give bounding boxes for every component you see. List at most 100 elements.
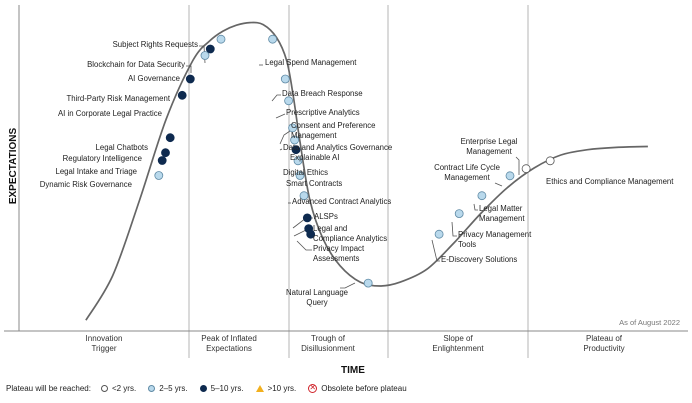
- label-line-consent-and-preference-management-0: Consent and Preference: [291, 121, 376, 130]
- label-blockchain-for-data-security: Blockchain for Data Security: [87, 60, 185, 69]
- label-privacy-impact-assessments: Privacy Impact Assessments: [313, 244, 365, 263]
- legend-item-lt2: <2 yrs.: [100, 383, 137, 393]
- label-line-natural-language-query-0: Natural Language: [286, 288, 348, 297]
- label-line-prescriptive-analytics-0: Prescriptive Analytics: [286, 108, 360, 117]
- label-line-enterprise-legal-management-0: Enterprise Legal: [461, 137, 518, 146]
- label-line-contract-life-cycle-management-1: Management: [444, 173, 490, 182]
- label-line-ai-governance-0: AI Governance: [128, 74, 180, 83]
- label-consent-and-preference-management: Consent and Preference Management: [291, 121, 376, 140]
- label-privacy-management-tools: Privacy Management Tools: [458, 230, 532, 249]
- label-explainable-ai: Explainable AI: [290, 153, 339, 162]
- label-data-and-analytics-governance: Data and Analytics Governance: [283, 143, 392, 152]
- point-regulatory-intelligence: [161, 148, 170, 158]
- label-line-privacy-impact-assessments-1: Assessments: [313, 254, 359, 263]
- label-line-legal-chatbots-0: Legal Chatbots: [96, 143, 149, 152]
- leader-data-breach-response: [271, 94, 281, 102]
- label-dynamic-risk-governance: Dynamic Risk Governance: [40, 180, 132, 189]
- point-natural-language-query: [363, 278, 373, 288]
- label-ai-in-corporate-legal-practice: AI in Corporate Legal Practice: [58, 109, 162, 118]
- label-natural-language-query: Natural Language Query: [286, 288, 348, 307]
- legend: Plateau will be reached: <2 yrs. 2–5 yrs…: [6, 380, 419, 396]
- data-points: [154, 34, 555, 288]
- label-smart-contracts: Smart Contracts: [286, 179, 342, 188]
- label-digital-ethics: Digital Ethics: [283, 168, 328, 177]
- point-privacy-management-tools: [454, 209, 464, 219]
- legend-yellow-triangle-icon: [255, 384, 264, 392]
- label-line-privacy-management-tools-0: Privacy Management: [458, 230, 532, 239]
- legend-item-5-10: 5–10 yrs.: [199, 383, 244, 393]
- point-ethics-and-compliance-management: [545, 156, 555, 166]
- label-line-privacy-management-tools-1: Tools: [458, 240, 476, 249]
- legend-item-2-5: 2–5 yrs.: [148, 384, 188, 393]
- point-e-discovery-solutions: [434, 229, 444, 239]
- leader-blockchain-for-data-security: [186, 65, 192, 73]
- phase-dividers: [188, 5, 529, 358]
- leader-data-and-analytics-governance: [279, 148, 283, 151]
- label-line-natural-language-query-1: Query: [306, 298, 327, 307]
- legend-label-5-10: 5–10 yrs.: [210, 383, 244, 393]
- label-alsps: ALSPs: [314, 212, 338, 221]
- label-line-dynamic-risk-governance-0: Dynamic Risk Governance: [40, 180, 132, 189]
- label-legal-spend-management: Legal Spend Management: [265, 58, 357, 67]
- point-ai-in-corporate-legal-practice: [177, 90, 187, 100]
- axes: [4, 5, 688, 332]
- label-line-smart-contracts-0: Smart Contracts: [286, 179, 342, 188]
- label-line-alsps-0: ALSPs: [314, 212, 338, 221]
- label-line-e-discovery-solutions-0: E-Discovery Solutions: [441, 255, 517, 264]
- leader-natural-language-query: [340, 282, 356, 289]
- label-legal-matter-management: Legal Matter Management: [479, 204, 525, 223]
- phase-label-4-1: Productivity: [583, 344, 624, 353]
- label-line-data-breach-response-0: Data Breach Response: [282, 89, 363, 98]
- point-blockchain-for-data-security: [205, 44, 215, 54]
- legend-item-obsolete: ✕ Obsolete before plateau: [308, 383, 407, 393]
- leader-contract-life-cycle-management: [494, 182, 503, 187]
- label-line-explainable-ai-0: Explainable AI: [290, 153, 339, 162]
- legend-label-gt10: >10 yrs.: [267, 383, 297, 393]
- point-ai-governance: [200, 51, 210, 60]
- label-subject-rights-requests: Subject Rights Requests: [113, 40, 198, 49]
- leader-privacy-management-tools: [451, 221, 457, 237]
- label-third-party-risk-management: Third-Party Risk Management: [66, 94, 170, 103]
- point-enterprise-legal-management: [521, 164, 531, 174]
- point-subject-rights-requests: [216, 34, 226, 44]
- legend-label-lt2: <2 yrs.: [111, 383, 137, 393]
- label-legal-and-compliance-analytics: Legal and Compliance Analytics: [313, 224, 387, 243]
- point-privacy-impact-assessments: [306, 229, 316, 239]
- phase-label-3-0: Slope of: [443, 334, 473, 343]
- label-line-legal-and-compliance-analytics-1: Compliance Analytics: [313, 234, 387, 243]
- point-smart-contracts: [295, 171, 305, 180]
- label-data-breach-response: Data Breach Response: [282, 89, 363, 98]
- point-legal-intake-and-triage: [157, 156, 167, 165]
- label-line-third-party-risk-management-0: Third-Party Risk Management: [66, 94, 170, 103]
- point-dynamic-risk-governance: [154, 171, 164, 180]
- phase-label-1-1: Expectations: [206, 344, 252, 353]
- legend-white-dot-icon: [100, 384, 108, 392]
- point-third-party-risk-management: [185, 74, 195, 84]
- label-e-discovery-solutions: E-Discovery Solutions: [441, 255, 517, 264]
- x-axis-title: TIME: [341, 365, 365, 376]
- label-line-contract-life-cycle-management-0: Contract Life Cycle: [434, 163, 500, 172]
- leader-prescriptive-analytics: [275, 113, 286, 119]
- legend-item-gt10: >10 yrs.: [255, 383, 297, 393]
- label-line-legal-matter-management-1: Management: [479, 214, 525, 223]
- label-line-advanced-contract-analytics-0: Advanced Contract Analytics: [292, 197, 391, 206]
- label-line-legal-spend-management-0: Legal Spend Management: [265, 58, 357, 67]
- point-legal-chatbots: [165, 133, 175, 143]
- phase-label-4-0: Plateau of: [586, 334, 623, 343]
- phase-label-0-1: Trigger: [91, 344, 116, 353]
- label-legal-chatbots: Legal Chatbots: [96, 143, 149, 152]
- leader-privacy-impact-assessments: [296, 240, 312, 251]
- point-data-breach-response: [280, 74, 290, 84]
- label-advanced-contract-analytics: Advanced Contract Analytics: [292, 197, 391, 206]
- label-line-digital-ethics-0: Digital Ethics: [283, 168, 328, 177]
- label-line-ai-in-corporate-legal-practice-0: AI in Corporate Legal Practice: [58, 109, 162, 118]
- point-advanced-contract-analytics: [299, 191, 309, 201]
- phase-label-1-0: Peak of Inflated: [201, 334, 257, 343]
- label-regulatory-intelligence: Regulatory Intelligence: [63, 154, 142, 163]
- label-line-legal-matter-management-0: Legal Matter: [479, 204, 523, 213]
- label-enterprise-legal-management: Enterprise Legal Management: [461, 137, 518, 156]
- label-legal-intake-and-triage: Legal Intake and Triage: [56, 167, 138, 176]
- label-line-legal-intake-and-triage-0: Legal Intake and Triage: [56, 167, 138, 176]
